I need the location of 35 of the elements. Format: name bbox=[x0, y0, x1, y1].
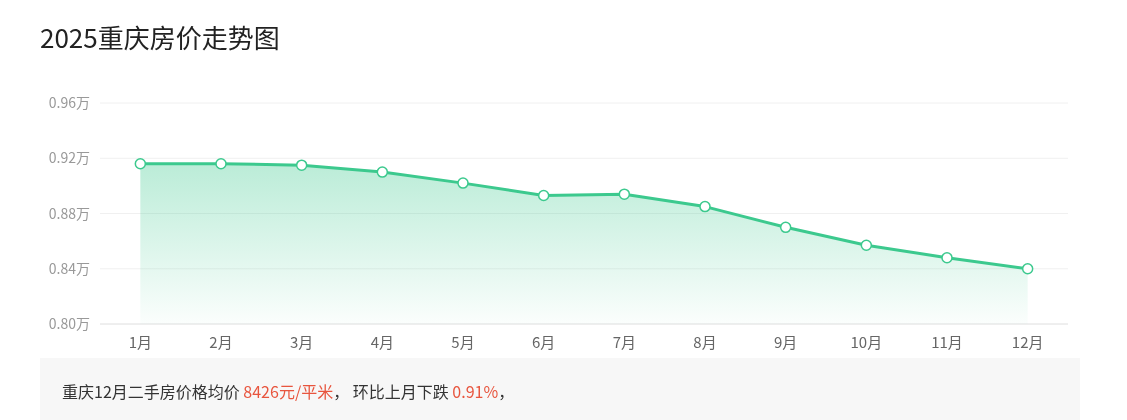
title: 2025重庆房价走势图 bbox=[40, 18, 280, 55]
text: ， 环比上月下跌 bbox=[333, 379, 453, 403]
point bbox=[779, 221, 792, 234]
x-tick-label: 3月 bbox=[290, 331, 314, 352]
x-tick-label: 7月 bbox=[612, 331, 636, 352]
x-tick-label: 10月 bbox=[850, 331, 883, 352]
point bbox=[376, 166, 389, 178]
point bbox=[941, 251, 953, 264]
text: ， bbox=[498, 379, 515, 403]
x-tick-label: 4月 bbox=[370, 331, 394, 352]
y-tick-label: 0.96万 bbox=[48, 92, 90, 112]
text: 重庆12月二手房价格均价 bbox=[62, 379, 244, 403]
y-tick-label: 0.92万 bbox=[48, 147, 90, 168]
x-tick-label: 9月 bbox=[774, 331, 798, 352]
point bbox=[699, 200, 711, 213]
point bbox=[215, 158, 227, 170]
point bbox=[457, 177, 469, 189]
text: 8426元/平米 bbox=[243, 379, 334, 403]
point bbox=[618, 188, 631, 200]
x-tick-label: 5月 bbox=[451, 331, 475, 352]
point bbox=[860, 239, 873, 252]
x-tick-label: 12月 bbox=[1011, 331, 1044, 352]
point bbox=[537, 189, 550, 202]
y-tick-label: 0.84万 bbox=[48, 257, 90, 278]
y-tick-label: 0.80万 bbox=[48, 313, 90, 333]
y-tick-label: 0.88万 bbox=[48, 202, 90, 223]
x-tick-label: 2月 bbox=[209, 331, 233, 352]
x-tick-label: 8月 bbox=[693, 331, 717, 352]
x-tick-label: 11月 bbox=[931, 331, 963, 352]
point bbox=[295, 159, 308, 171]
x-tick-label: 6月 bbox=[532, 331, 556, 352]
point bbox=[1021, 263, 1034, 275]
x-tick-label: 1月 bbox=[128, 331, 152, 352]
text: 0.91% bbox=[452, 379, 499, 403]
point bbox=[134, 158, 147, 170]
